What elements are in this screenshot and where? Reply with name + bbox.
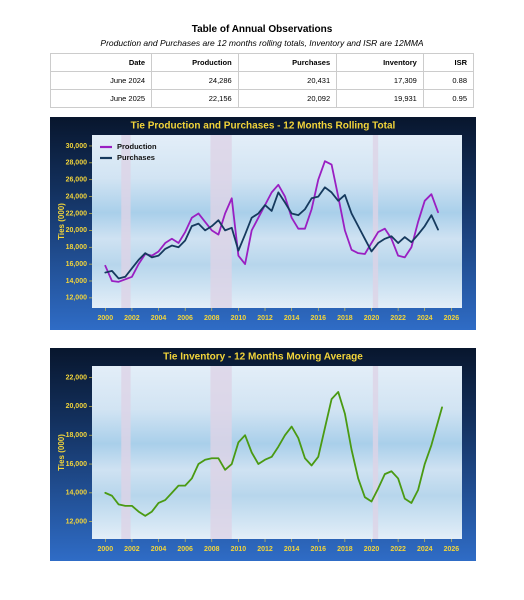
shaded-period [121,366,131,539]
x-tick-label: 2004 [151,315,167,322]
y-tick-label: 12,000 [66,295,88,302]
shaded-period [372,366,379,539]
table-cell: 20,092 [237,89,338,108]
x-tick-label: 2016 [310,315,326,322]
y-tick-label: 12,000 [66,519,88,526]
plot-area [92,366,462,539]
column-header: Inventory [336,53,424,72]
y-tick-label: 20,000 [66,403,88,410]
x-tick-label: 2010 [231,546,247,553]
x-tick-label: 2024 [417,546,433,553]
x-tick-label: 2014 [284,315,300,322]
y-tick-label: 24,000 [66,193,88,200]
header-row: Date Production Purchases Inventory ISR [49,53,475,72]
y-tick-label: 14,000 [66,490,88,497]
data-table: Date Production Purchases Inventory ISR June … [49,53,475,108]
x-tick-label: 2016 [310,546,326,553]
x-tick-label: 2012 [257,315,273,322]
y-tick-label: 18,000 [66,244,88,251]
chart-title: Tie Production and Purchases - 12 Months… [131,121,396,132]
shaded-period [210,135,232,308]
shaded-period [210,366,232,539]
y-tick-label: 26,000 [66,177,88,184]
x-tick-label: 2024 [417,315,433,322]
x-tick-label: 2008 [204,546,220,553]
table-row: June 2024 24,286 20,431 17,309 0.88 [49,71,475,90]
plot-area [92,135,462,308]
series-line [104,391,443,517]
y-tick-label: 16,000 [66,261,88,268]
x-tick-label: 2006 [177,315,193,322]
chart: Tie Inventory - 12 Months Moving Average… [50,348,476,561]
x-tick-label: 2010 [231,315,247,322]
column-header: Purchases [237,53,338,72]
x-tick-label: 2022 [390,315,406,322]
y-axis-label: Ties (000) [57,203,66,240]
y-tick-label: 16,000 [66,461,88,468]
table-row: June 2025 22,156 20,092 19,931 0.95 [49,89,475,108]
series-line [104,186,439,280]
x-tick-label: 2002 [124,315,140,322]
y-tick-label: 30,000 [66,143,88,150]
table-cell: 19,931 [336,89,424,108]
y-tick-label: 14,000 [66,278,88,285]
x-tick-label: 2008 [204,315,220,322]
table-cell: 24,286 [151,71,239,90]
column-header: Date [49,53,153,72]
x-tick-label: 2002 [124,546,140,553]
table-cell: June 2024 [49,71,153,90]
chart-title: Tie Inventory - 12 Months Moving Average [163,352,363,363]
table-subtitle: Production and Purchases are 12 months r… [100,38,424,48]
table-cell: 0.95 [422,89,475,108]
x-tick-label: 2004 [151,546,167,553]
table-cell: 0.88 [422,71,475,90]
table-cell: 22,156 [151,89,239,108]
shaded-period [372,135,379,308]
x-tick-label: 2022 [390,546,406,553]
chart: Tie Production and Purchases - 12 Months… [50,117,476,330]
x-tick-label: 2000 [98,315,114,322]
y-axis-label: Ties (000) [57,434,66,471]
legend-label: Purchases [117,153,155,162]
shaded-period [121,135,131,308]
x-tick-label: 2020 [364,546,380,553]
table-title: Table of Annual Observations [191,24,333,35]
table-cell: 20,431 [237,71,338,90]
x-tick-label: 2000 [98,546,114,553]
table-cell: June 2025 [49,89,153,108]
x-tick-label: 2026 [444,315,460,322]
legend-label: Production [117,142,157,151]
y-tick-label: 28,000 [66,160,88,167]
x-tick-label: 2018 [337,546,353,553]
x-tick-label: 2020 [364,315,380,322]
x-tick-label: 2026 [444,546,460,553]
y-tick-label: 18,000 [66,432,88,439]
column-header: ISR [422,53,475,72]
y-tick-label: 20,000 [66,227,88,234]
y-tick-label: 22,000 [66,374,88,381]
x-tick-label: 2014 [284,546,300,553]
column-header: Production [151,53,239,72]
series-line [104,160,439,283]
y-tick-label: 22,000 [66,210,88,217]
x-tick-label: 2006 [177,546,193,553]
table-cell: 17,309 [336,71,424,90]
x-tick-label: 2012 [257,546,273,553]
x-tick-label: 2018 [337,315,353,322]
